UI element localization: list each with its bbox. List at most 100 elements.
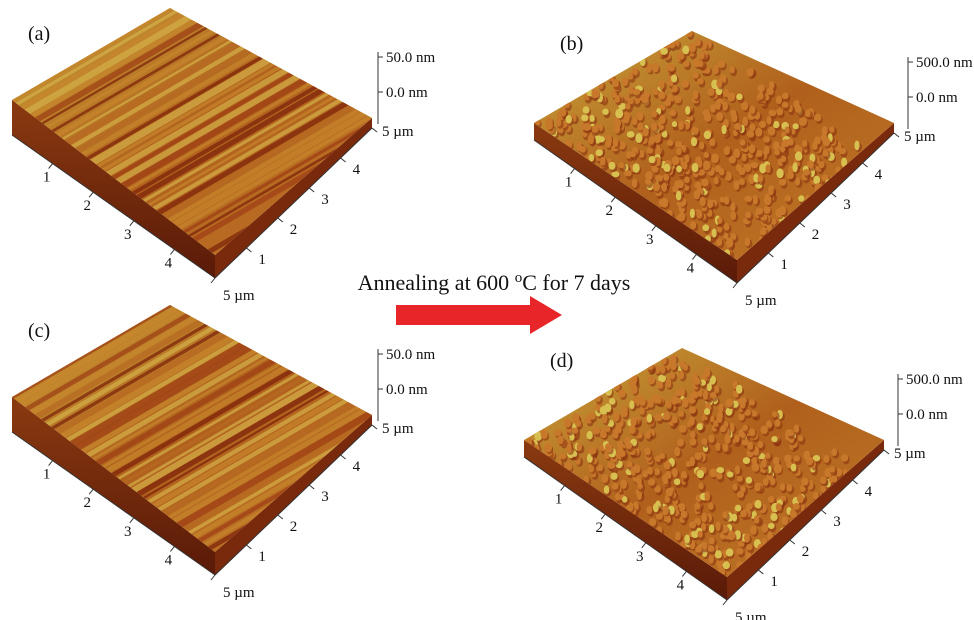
grain — [647, 467, 653, 475]
grain — [701, 438, 707, 445]
grain — [774, 464, 782, 474]
grain — [831, 448, 837, 456]
grain — [727, 92, 735, 101]
grain — [642, 470, 648, 477]
grain — [668, 64, 675, 72]
grain — [618, 162, 624, 168]
grain — [637, 483, 643, 489]
grain — [595, 395, 601, 402]
grain — [635, 133, 642, 143]
grain-shadow — [865, 170, 872, 179]
grain — [622, 496, 628, 503]
panel-label: (c) — [28, 320, 50, 342]
grain — [602, 414, 608, 424]
grain — [754, 483, 760, 492]
grain — [693, 90, 698, 99]
grain — [633, 163, 640, 173]
grain — [604, 404, 611, 413]
grain — [653, 503, 659, 512]
grain — [726, 238, 734, 248]
grain — [810, 523, 816, 530]
grain — [702, 224, 709, 231]
grain — [559, 453, 567, 459]
grain — [757, 441, 763, 448]
grain-shadow — [835, 191, 842, 200]
grain — [740, 139, 746, 145]
grain — [761, 460, 767, 468]
grain — [779, 206, 786, 215]
y-tick-label: 4 — [353, 459, 361, 475]
grain — [651, 123, 657, 131]
grain — [618, 389, 626, 397]
grain — [655, 175, 663, 182]
grain — [647, 399, 654, 408]
grain — [711, 153, 719, 163]
grain — [716, 560, 723, 569]
grain — [684, 535, 690, 544]
grain — [786, 172, 794, 179]
tick — [894, 133, 899, 137]
grain — [589, 154, 595, 162]
grain — [793, 123, 799, 129]
grain — [737, 476, 743, 482]
grain-shadow — [865, 172, 872, 181]
grain-shadow — [815, 517, 822, 526]
tick — [130, 518, 134, 523]
grain — [676, 180, 684, 188]
grain — [707, 88, 714, 96]
grain — [681, 472, 687, 478]
grain-shadow — [857, 497, 864, 506]
grain — [661, 355, 667, 365]
grain — [663, 412, 670, 420]
tick — [49, 164, 53, 169]
grain — [697, 423, 703, 430]
grain — [792, 162, 797, 172]
grain — [660, 48, 668, 55]
grain — [754, 515, 759, 523]
grain — [653, 89, 659, 95]
y-tick-label: 5 µm — [894, 446, 926, 462]
grain — [770, 513, 777, 521]
grain — [663, 164, 670, 172]
grain — [541, 430, 548, 440]
grain-shadow — [853, 176, 860, 185]
grain — [850, 487, 857, 496]
grain — [668, 41, 676, 48]
grain — [629, 400, 634, 409]
tick — [733, 283, 737, 288]
z-tick-label: 0.0 nm — [386, 382, 428, 398]
grain — [885, 163, 891, 169]
grain-shadow — [866, 159, 873, 168]
grain — [851, 184, 857, 191]
grain — [593, 428, 601, 435]
grain — [648, 479, 655, 486]
grain — [679, 387, 685, 396]
grain — [735, 465, 740, 474]
z-tick-label: 500.0 nm — [916, 55, 973, 71]
tick — [170, 249, 174, 254]
tick — [611, 197, 615, 202]
grain — [813, 176, 820, 185]
grain — [759, 121, 766, 128]
grain — [701, 178, 709, 186]
grain — [765, 453, 771, 459]
tick — [278, 218, 283, 222]
grain — [647, 414, 652, 423]
grain — [806, 457, 813, 466]
grain — [849, 485, 854, 493]
grain — [863, 170, 869, 176]
grain — [604, 486, 610, 494]
grain — [600, 157, 605, 166]
grain — [659, 453, 665, 459]
grain — [610, 472, 617, 479]
grain — [759, 163, 766, 173]
y-tick-label: 5 µm — [904, 129, 936, 145]
tick — [723, 600, 727, 605]
grain — [729, 156, 736, 164]
grain — [645, 431, 651, 439]
tick — [309, 188, 314, 192]
grain — [721, 125, 726, 134]
grain — [694, 502, 700, 509]
tick — [692, 254, 696, 259]
grain-shadow — [819, 518, 826, 527]
